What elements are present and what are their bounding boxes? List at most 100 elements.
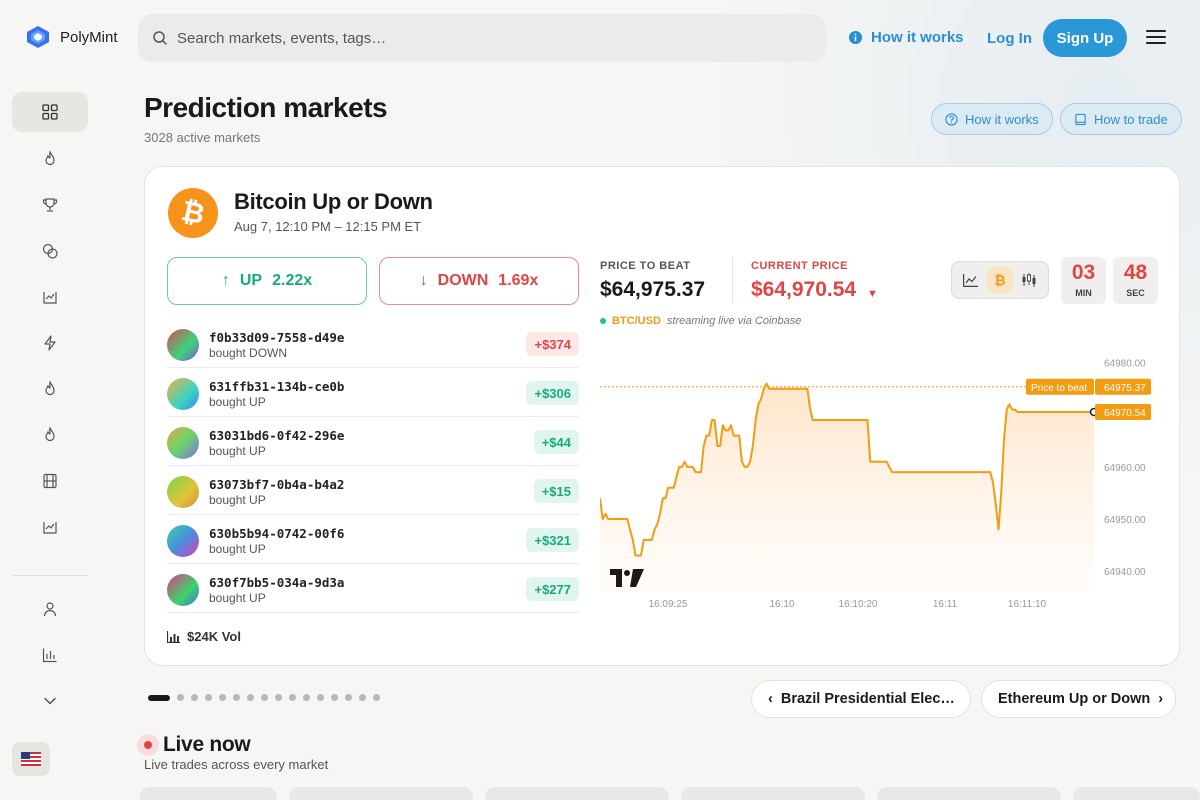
live-now-heading: Live now: [163, 733, 251, 756]
pager-dot[interactable]: [289, 694, 296, 701]
sidebar-item-stats[interactable]: [12, 635, 88, 675]
candlestick-toggle[interactable]: [1016, 267, 1042, 293]
top-header: PolyMint How it works Log In Sign Up: [0, 0, 1200, 76]
previous-market-label: Brazil Presidential Elec…: [780, 691, 955, 707]
sidebar-item-media[interactable]: [12, 461, 88, 501]
sidebar-item-portfolio[interactable]: [12, 507, 88, 547]
trader-avatar: [167, 476, 199, 508]
pager-dot[interactable]: [219, 694, 226, 701]
how-it-works-button[interactable]: How it works: [931, 103, 1053, 135]
live-card-placeholder: [140, 787, 277, 800]
lightning-icon: [44, 335, 56, 351]
buy-down-button[interactable]: ↓ DOWN 1.69x: [379, 257, 579, 305]
sidebar-item-charts[interactable]: [12, 277, 88, 317]
pager-dot[interactable]: [233, 694, 240, 701]
sidebar: [0, 76, 124, 800]
buy-up-button[interactable]: ↑ UP 2.22x: [167, 257, 367, 305]
timer-minutes-label: MIN: [1075, 288, 1092, 298]
y-tick-label: 64940.00: [1104, 567, 1146, 578]
sidebar-item-flash[interactable]: [12, 323, 88, 363]
trade-row[interactable]: 630f7bb5-034a-9d3a bought UP +$277: [167, 564, 579, 613]
how-to-trade-button[interactable]: How to trade: [1060, 103, 1182, 135]
bitcoin-toggle[interactable]: ₿: [986, 267, 1013, 293]
language-flag-button[interactable]: [12, 742, 50, 776]
live-indicator-dot: [137, 734, 159, 756]
pager-dot[interactable]: [303, 694, 310, 701]
live-card-placeholder: [681, 787, 865, 800]
down-label: DOWN: [437, 272, 489, 289]
arrow-down-icon: ↓: [419, 272, 428, 289]
chart-box-icon: [43, 522, 57, 534]
line-chart-icon: [963, 273, 979, 287]
search-bar[interactable]: [138, 14, 826, 62]
trade-row[interactable]: 631ffb31-134b-ce0b bought UP +$306: [167, 368, 579, 417]
chart-box-icon: [43, 292, 57, 304]
volume-value: $24K Vol: [187, 629, 241, 644]
login-link[interactable]: Log In: [987, 30, 1032, 47]
sidebar-item-grid[interactable]: [12, 92, 88, 132]
pager-dot[interactable]: [275, 694, 282, 701]
market-date: Aug 7, 12:10 PM – 12:15 PM ET: [234, 219, 422, 234]
pager-dot[interactable]: [191, 694, 198, 701]
hamburger-menu-icon[interactable]: [1146, 28, 1166, 46]
active-markets-count: 3028 active markets: [144, 130, 261, 145]
pager-dot[interactable]: [205, 694, 212, 701]
trade-row[interactable]: 63031bd6-0f42-296e bought UP +$44: [167, 417, 579, 466]
sidebar-item-leaderboard[interactable]: [12, 185, 88, 225]
trader-avatar: [167, 574, 199, 606]
pager-dot[interactable]: [148, 694, 170, 701]
timer-minutes: 03 MIN: [1061, 257, 1106, 304]
sidebar-item-profile[interactable]: [12, 589, 88, 629]
line-chart-toggle[interactable]: [958, 267, 984, 293]
tradingview-logo-icon: [610, 569, 644, 587]
pager-dot[interactable]: [331, 694, 338, 701]
sidebar-item-trending[interactable]: [12, 139, 88, 179]
chevron-right-icon: ›: [1158, 691, 1164, 707]
pager-dot[interactable]: [177, 694, 184, 701]
sidebar-divider: [12, 575, 88, 576]
pager-dot[interactable]: [359, 694, 366, 701]
trade-row[interactable]: 630b5b94-0742-00f6 bought UP +$321: [167, 515, 579, 564]
volume-bars-icon: [167, 630, 180, 643]
brand-logo[interactable]: PolyMint: [26, 25, 118, 49]
page-title: Prediction markets: [144, 92, 388, 123]
pager-dot[interactable]: [345, 694, 352, 701]
price-chart[interactable]: 64980.00 64960.00 64950.00 64940.00 Price to…: [600, 347, 1160, 609]
trade-amount: +$306: [526, 381, 579, 405]
film-icon: [43, 473, 57, 489]
how-it-works-label: How it works: [871, 29, 964, 46]
current-price-badge: [1095, 403, 1151, 420]
svg-text:₿: ₿: [994, 273, 1005, 288]
pager-dot[interactable]: [247, 694, 254, 701]
sidebar-item-coins[interactable]: [12, 231, 88, 271]
trade-amount: +$44: [533, 430, 579, 454]
pager-dot[interactable]: [317, 694, 324, 701]
trader-id: 63031bd6-0f42-296e: [209, 428, 345, 443]
y-tick-label: 64980.00: [1104, 359, 1146, 370]
header-how-it-works-link[interactable]: How it works: [848, 29, 964, 46]
sidebar-item-hot[interactable]: [12, 369, 88, 409]
next-market-label: Ethereum Up or Down: [998, 691, 1151, 707]
signup-button[interactable]: Sign Up: [1043, 19, 1127, 57]
trade-row[interactable]: 63073bf7-0b4a-b4a2 bought UP +$15: [167, 466, 579, 515]
price-to-beat-value-badge: [1095, 378, 1151, 395]
trade-row[interactable]: f0b33d09-7558-d49e bought DOWN +$374: [167, 319, 579, 368]
user-icon: [43, 602, 57, 617]
y-tick-label: 64960.00: [1104, 463, 1146, 474]
trader-id: 630b5b94-0742-00f6: [209, 526, 345, 541]
current-price-label: CURRENT PRICE: [751, 260, 848, 272]
sidebar-expand[interactable]: [12, 681, 88, 721]
trader-avatar: [167, 427, 199, 459]
next-market-button[interactable]: Ethereum Up or Down ›: [981, 680, 1176, 718]
price-area: [600, 383, 1094, 592]
sidebar-item-popular[interactable]: [12, 415, 88, 455]
down-multiplier: 1.69x: [498, 272, 539, 289]
flame-icon: [45, 427, 55, 442]
pager-dot[interactable]: [261, 694, 268, 701]
trade-amount: +$277: [526, 577, 579, 601]
trade-action: bought DOWN: [209, 346, 288, 360]
pager-dot[interactable]: [373, 694, 380, 701]
help-circle-icon: [945, 112, 958, 126]
previous-market-button[interactable]: ‹ Brazil Presidential Elec…: [751, 680, 971, 718]
search-input[interactable]: [177, 29, 777, 47]
